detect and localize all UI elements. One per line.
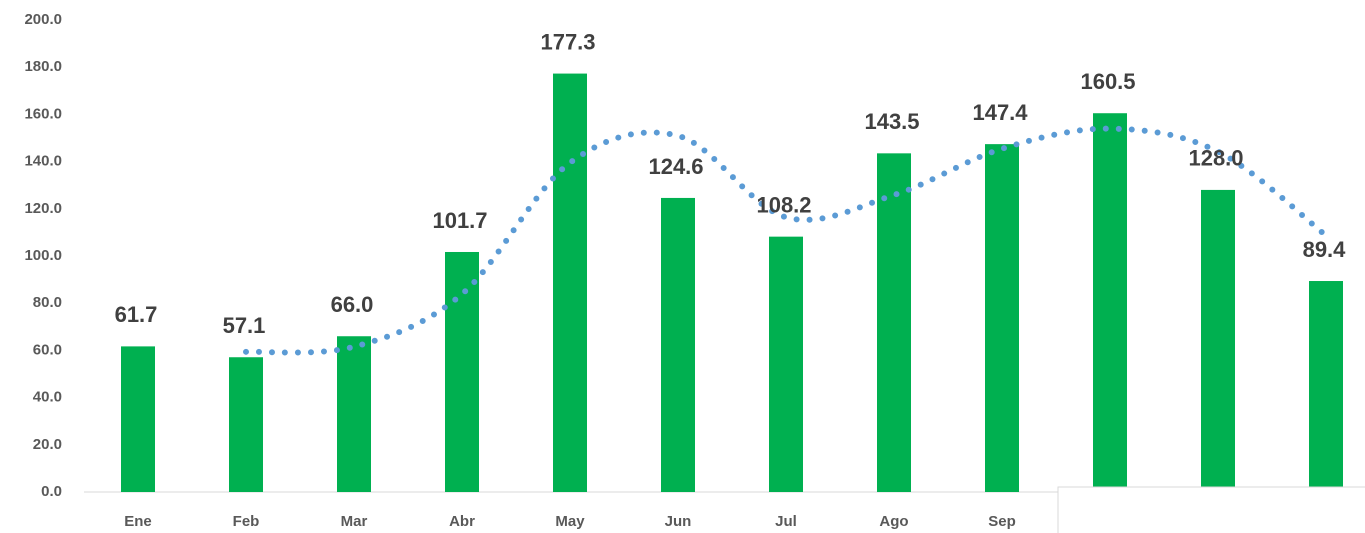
value-label: 143.5 [864, 109, 919, 134]
bar [985, 144, 1019, 493]
trendline [243, 125, 1329, 356]
bar [229, 357, 263, 492]
x-tick-label: Jun [665, 513, 692, 530]
value-label: 177.3 [540, 29, 595, 54]
value-label: 66.0 [331, 292, 374, 317]
y-tick-label: 200.0 [24, 11, 62, 28]
bar [1309, 281, 1343, 492]
value-label: 128.0 [1188, 146, 1243, 171]
x-tick-label: Feb [233, 513, 260, 530]
x-tick-label: Sep [988, 513, 1016, 530]
value-label: 101.7 [432, 208, 487, 233]
bar [337, 336, 371, 492]
y-tick-label: 160.0 [24, 105, 62, 122]
bar [877, 153, 911, 492]
y-tick-label: 0.0 [41, 483, 62, 500]
bar [1201, 189, 1235, 493]
y-tick-label: 60.0 [33, 341, 62, 358]
bar [661, 197, 695, 492]
y-tick-label: 120.0 [24, 200, 62, 217]
x-tick-label: Jul [775, 513, 797, 530]
bar [769, 236, 803, 492]
y-tick-label: 20.0 [33, 436, 62, 453]
x-tick-label: Abr [449, 513, 475, 530]
y-tick-label: 40.0 [33, 389, 62, 406]
y-tick-label: 100.0 [24, 247, 62, 264]
value-label: 61.7 [115, 302, 158, 327]
x-tick-label: Ago [879, 513, 908, 530]
bar [553, 73, 587, 493]
y-tick-label: 80.0 [33, 294, 62, 311]
value-label: 160.5 [1080, 69, 1135, 94]
value-label: 89.4 [1303, 237, 1347, 262]
x-tick-label: Mar [341, 513, 368, 530]
x-tick-label: May [555, 513, 585, 530]
value-label: 57.1 [223, 313, 266, 338]
bar [121, 346, 155, 492]
overlay-panel [1057, 486, 1365, 533]
value-label: 124.6 [648, 154, 703, 179]
x-tick-label: Ene [124, 513, 152, 530]
bar [445, 251, 479, 492]
value-label: 108.2 [756, 192, 811, 217]
y-tick-label: 180.0 [24, 58, 62, 75]
bar [1093, 113, 1127, 492]
value-label: 147.4 [972, 100, 1028, 125]
y-tick-label: 140.0 [24, 153, 62, 170]
